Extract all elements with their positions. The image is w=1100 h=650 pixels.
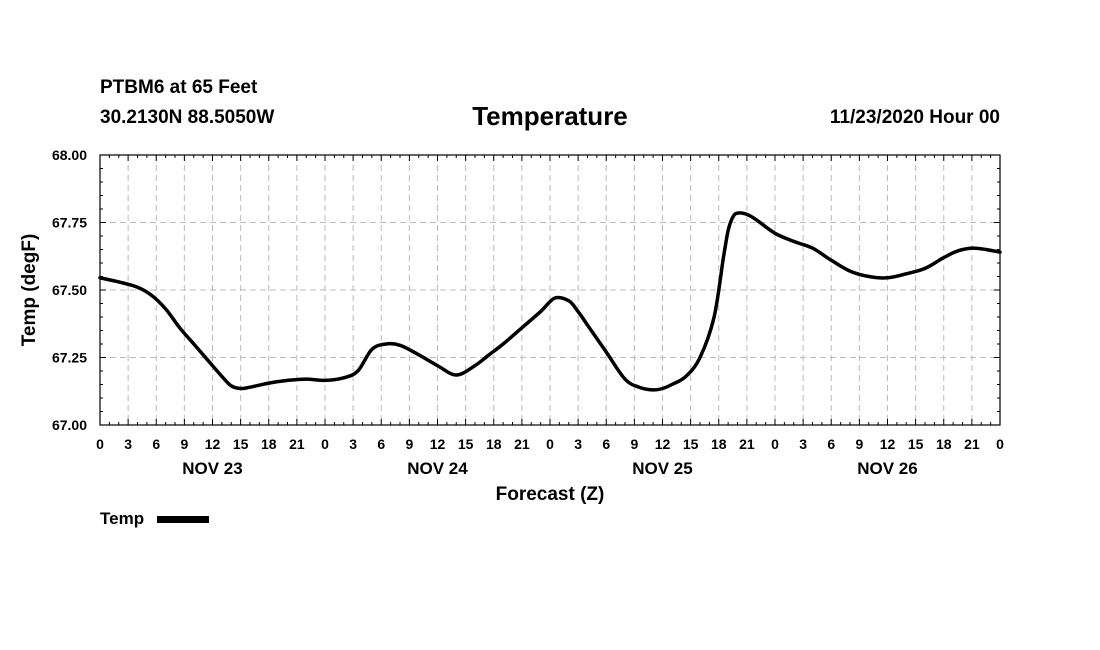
x-tick-label: 12 [205,436,221,452]
legend: Temp [100,509,209,529]
legend-label-temp: Temp [100,509,145,528]
day-label: NOV 25 [632,459,692,478]
x-tick-label: 0 [321,436,329,452]
station-label: PTBM6 at 65 Feet [100,77,258,98]
x-tick-label: 18 [936,436,952,452]
x-tick-label: 21 [289,436,305,452]
y-tick-label: 67.50 [52,282,87,298]
x-tick-label: 9 [180,436,188,452]
y-axis-label: Temp (degF) [19,234,40,347]
x-tick-label: 15 [908,436,924,452]
x-tick-label: 18 [486,436,502,452]
chart-title: Temperature [472,101,628,131]
x-tick-label: 9 [855,436,863,452]
y-tick-labels: 67.00 67.25 67.50 67.75 68.00 [52,147,87,433]
series-layer [98,211,1002,392]
x-tick-label: 12 [655,436,671,452]
x-tick-label: 12 [880,436,896,452]
y-tick-label: 68.00 [52,147,87,163]
x-tick-label: 12 [430,436,446,452]
x-tick-label: 18 [711,436,727,452]
coordinates-label: 30.2130N 88.5050W [100,107,275,128]
y-tick-label: 67.75 [52,215,87,231]
x-tick-label: 3 [124,436,132,452]
x-tick-label: 0 [771,436,779,452]
x-tick-label: 15 [233,436,249,452]
x-tick-label: 18 [261,436,277,452]
series-line-temp [98,211,1002,392]
forecast-timestamp: 11/23/2020 Hour 00 [829,107,1000,128]
legend-swatch-temp [156,516,209,524]
day-label: NOV 24 [407,459,468,478]
axis-ticks [99,154,1001,426]
x-tick-label: 6 [377,436,385,452]
x-tick-label: 0 [546,436,554,452]
x-tick-label: 6 [152,436,160,452]
x-tick-label: 6 [602,436,610,452]
day-label: NOV 26 [857,459,917,478]
y-tick-label: 67.00 [52,417,87,433]
x-tick-label: 6 [827,436,835,452]
x-axis-label: Forecast (Z) [496,484,605,505]
day-labels: NOV 23 NOV 24 NOV 25 NOV 26 [182,459,917,478]
x-tick-label: 3 [574,436,582,452]
x-tick-labels: 0 3 6 9 12 15 18 21 0 3 6 9 12 15 18 21 0 3 6 9 12 15 18 21 0 3 6 9… [96,436,1004,452]
y-tick-label: 67.25 [52,350,87,366]
x-tick-label: 15 [458,436,474,452]
x-tick-label: 9 [630,436,638,452]
x-tick-label: 9 [405,436,413,452]
x-tick-label: 15 [683,436,699,452]
x-tick-label: 3 [799,436,807,452]
x-tick-label: 0 [96,436,104,452]
x-tick-label: 21 [514,436,530,452]
day-label: NOV 23 [182,459,242,478]
x-tick-label: 0 [996,436,1004,452]
x-tick-label: 3 [349,436,357,452]
x-tick-label: 21 [964,436,980,452]
x-tick-label: 21 [739,436,755,452]
gridlines [100,155,1000,425]
